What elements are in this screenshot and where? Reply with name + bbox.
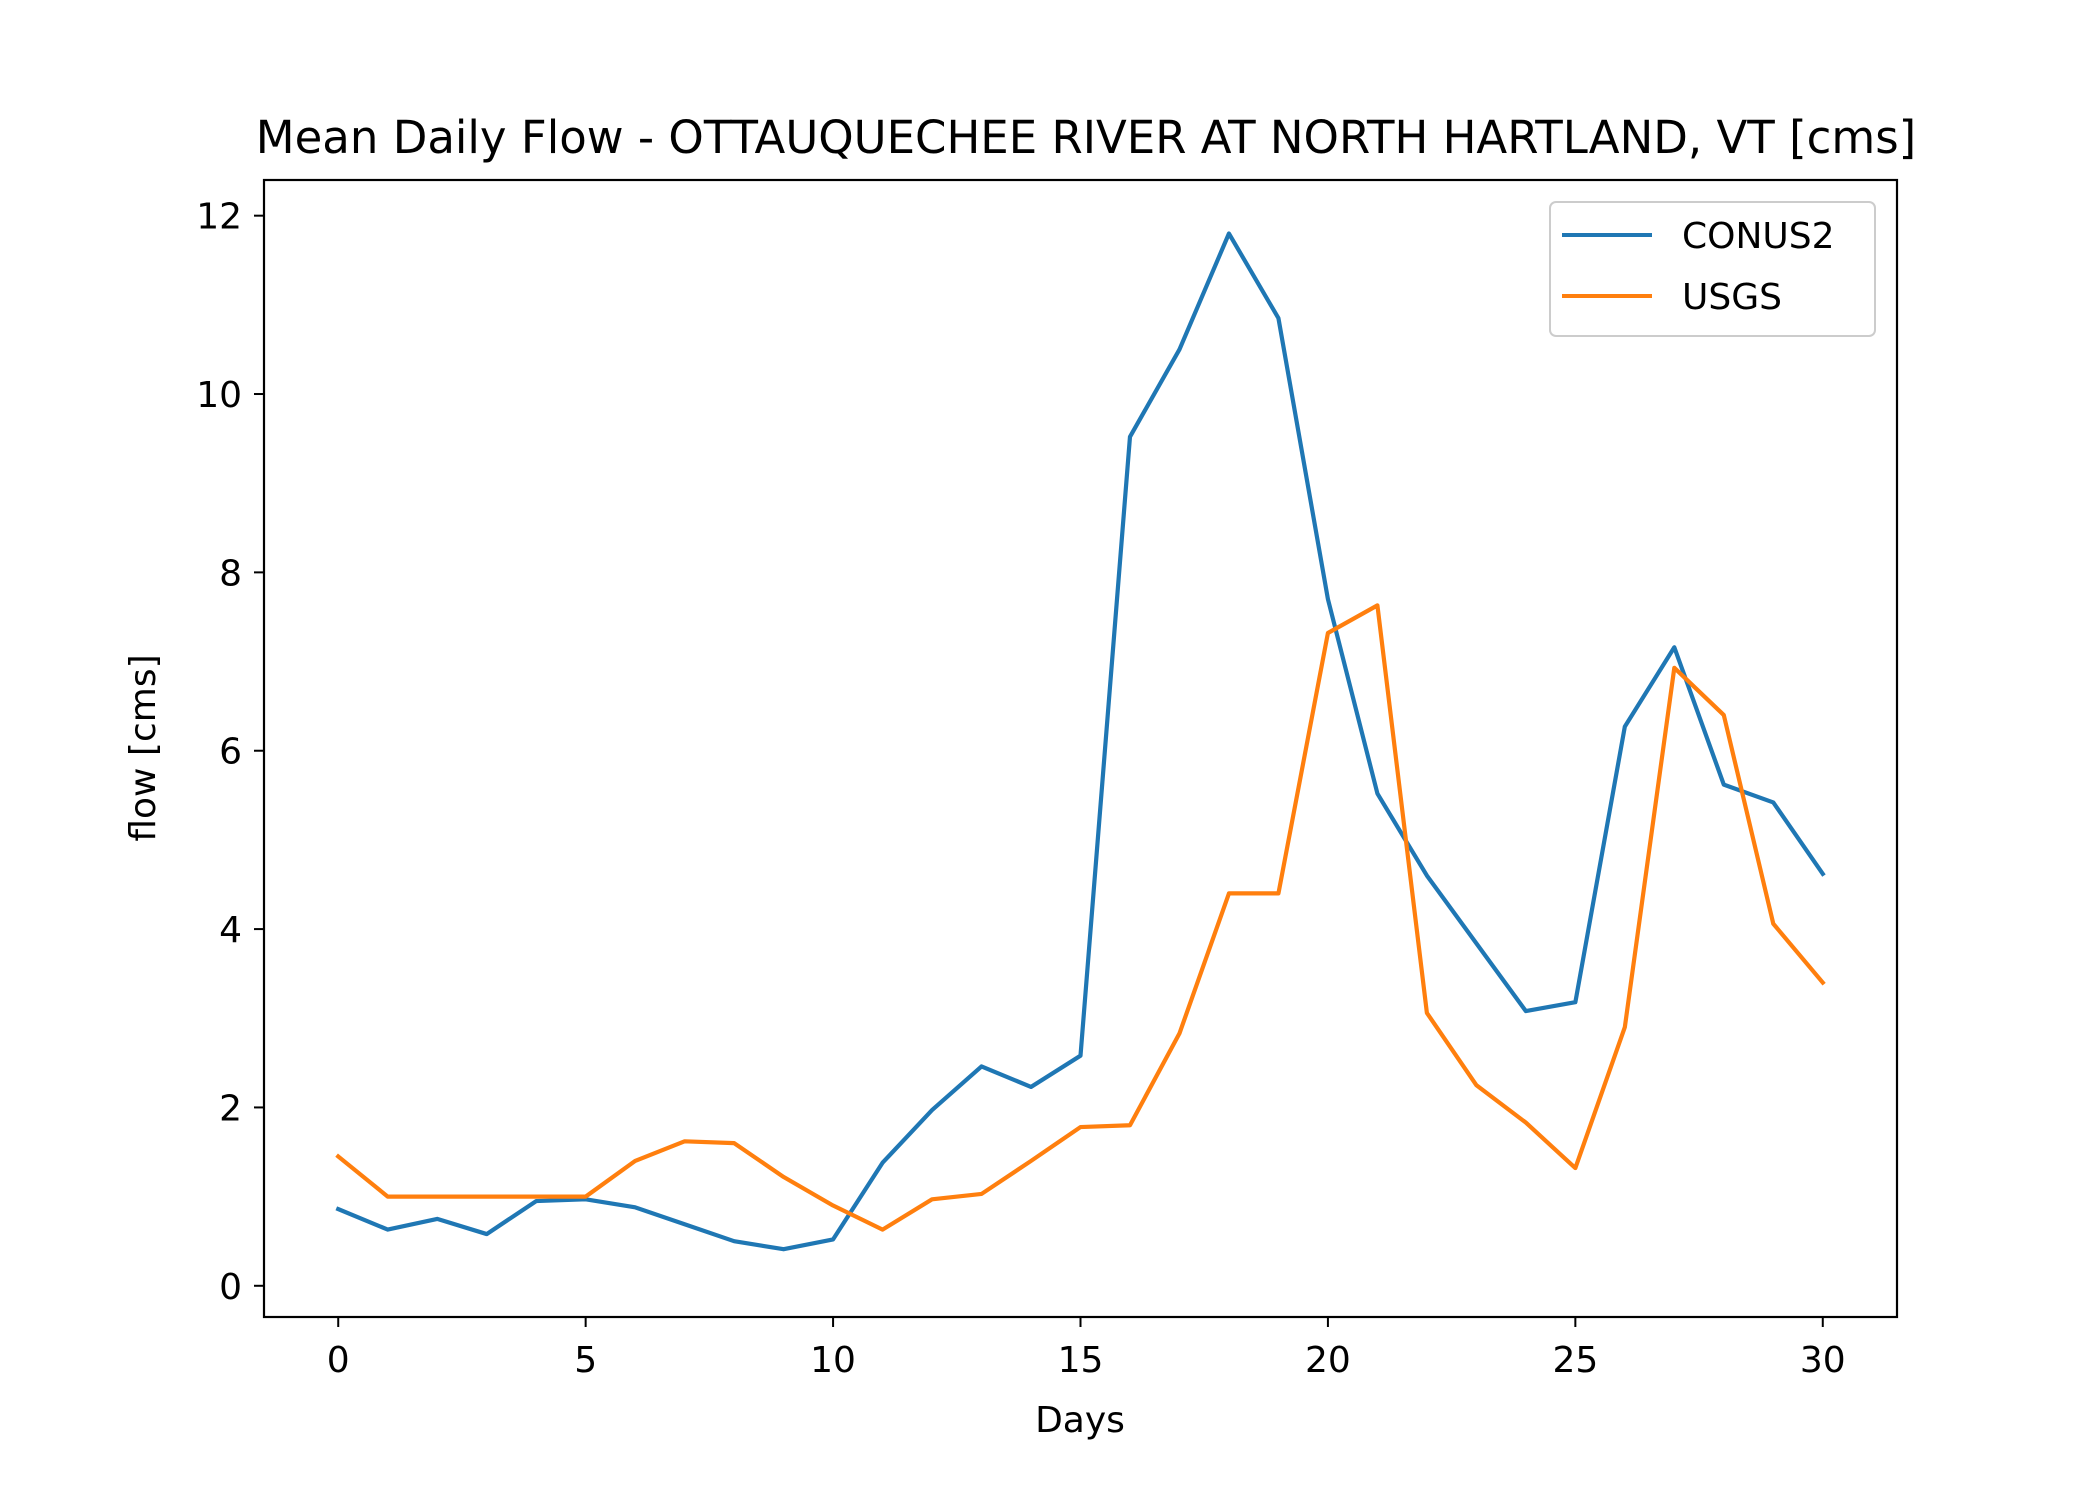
y-tick-label: 10 bbox=[196, 375, 242, 416]
chart-title: Mean Daily Flow - OTTAUQUECHEE RIVER AT … bbox=[256, 111, 1916, 164]
y-tick-label: 12 bbox=[196, 197, 242, 238]
x-tick-label: 0 bbox=[327, 1340, 350, 1381]
x-tick-label: 25 bbox=[1552, 1340, 1598, 1381]
x-tick-label: 10 bbox=[810, 1340, 856, 1381]
y-tick-label: 2 bbox=[219, 1088, 242, 1129]
x-tick-label: 30 bbox=[1800, 1340, 1846, 1381]
x-tick-label: 15 bbox=[1058, 1340, 1104, 1381]
y-tick-label: 4 bbox=[219, 910, 242, 951]
legend: CONUS2 USGS bbox=[1549, 201, 1876, 337]
x-axis-label: Days bbox=[1035, 1400, 1125, 1441]
y-axis-label: flow [cms] bbox=[123, 654, 164, 841]
y-tick-label: 0 bbox=[219, 1267, 242, 1308]
plot-frame bbox=[262, 178, 1899, 1319]
legend-label-usgs: USGS bbox=[1682, 277, 1782, 318]
series-layer bbox=[335, 231, 1826, 1252]
legend-label-conus2: CONUS2 bbox=[1682, 216, 1835, 257]
series-line-conus2 bbox=[335, 231, 1826, 1252]
y-tick-label: 8 bbox=[219, 553, 242, 594]
y-tick-label: 6 bbox=[219, 732, 242, 773]
series-line-usgs bbox=[335, 603, 1826, 1232]
ticks-layer: 0 5 10 15 20 25 30 0 2 4 6 8 10 12 bbox=[196, 197, 1845, 1381]
x-tick-label: 5 bbox=[574, 1340, 597, 1381]
x-tick-label: 20 bbox=[1305, 1340, 1351, 1381]
